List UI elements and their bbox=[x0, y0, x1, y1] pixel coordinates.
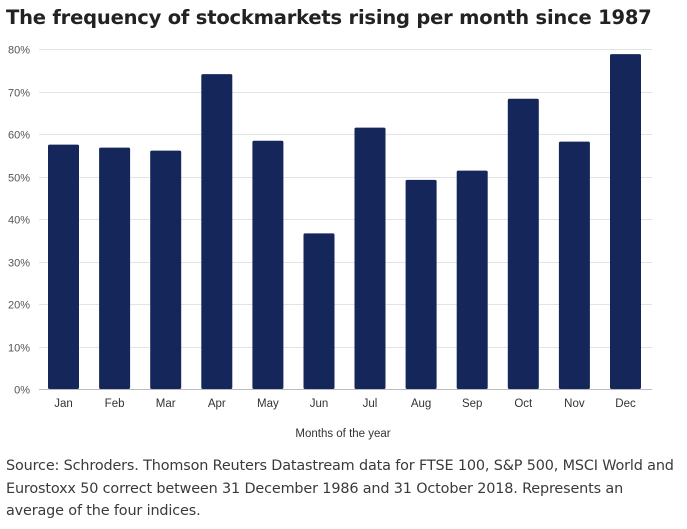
bars bbox=[48, 54, 641, 389]
x-tick-labels: Jan Feb Mar Apr May Jun Jul Aug Sep Oct Nov Dec bbox=[54, 398, 636, 410]
x-tick-label: Oct bbox=[514, 398, 533, 410]
y-tick-labels: 0% 10% 20% 30% 40% 50% 60% 70% 80% bbox=[8, 45, 30, 397]
x-tick-label: Feb bbox=[105, 398, 125, 410]
y-tick-label: 60% bbox=[8, 130, 30, 142]
bar-jul bbox=[354, 127, 386, 389]
x-tick-label: May bbox=[257, 398, 279, 410]
chart-title: The frequency of stockmarkets rising per… bbox=[6, 6, 652, 29]
source-note: Source: Schroders. Thomson Reuters Datas… bbox=[6, 458, 674, 519]
bar-aug bbox=[405, 179, 437, 389]
x-tick-label: Aug bbox=[411, 398, 431, 410]
bar-chart: 0% 10% 20% 30% 40% 50% 60% 70% 80% Jan Feb Mar Apr M… bbox=[8, 45, 652, 410]
x-tick-label: Apr bbox=[208, 398, 226, 410]
y-tick-label: 30% bbox=[8, 258, 30, 270]
x-tick-label: Sep bbox=[462, 398, 482, 410]
y-tick-label: 10% bbox=[8, 343, 30, 355]
x-tick-label: Jul bbox=[363, 398, 378, 410]
gridlines bbox=[39, 49, 652, 348]
y-tick-label: 20% bbox=[8, 300, 30, 312]
x-axis-label: Months of the year bbox=[295, 428, 391, 440]
bar-nov bbox=[558, 141, 590, 389]
x-tick-label: Jun bbox=[310, 398, 329, 410]
bar-jun bbox=[303, 233, 335, 389]
y-tick-label: 70% bbox=[8, 88, 30, 100]
y-tick-label: 0% bbox=[14, 385, 30, 397]
x-tick-label: Nov bbox=[564, 398, 585, 410]
bar-jan bbox=[48, 144, 79, 389]
x-tick-label: Mar bbox=[156, 398, 176, 410]
bar-dec bbox=[610, 54, 641, 389]
bar-sep bbox=[456, 170, 488, 389]
x-tick-label: Jan bbox=[54, 398, 73, 410]
bar-apr bbox=[201, 74, 233, 389]
bar-oct bbox=[507, 98, 539, 389]
bar-mar bbox=[150, 150, 182, 389]
y-tick-label: 40% bbox=[8, 215, 30, 227]
bar-may bbox=[252, 140, 284, 389]
y-tick-label: 80% bbox=[8, 45, 30, 57]
x-tick-label: Dec bbox=[615, 398, 636, 410]
y-tick-label: 50% bbox=[8, 173, 30, 185]
bar-feb bbox=[99, 147, 131, 389]
